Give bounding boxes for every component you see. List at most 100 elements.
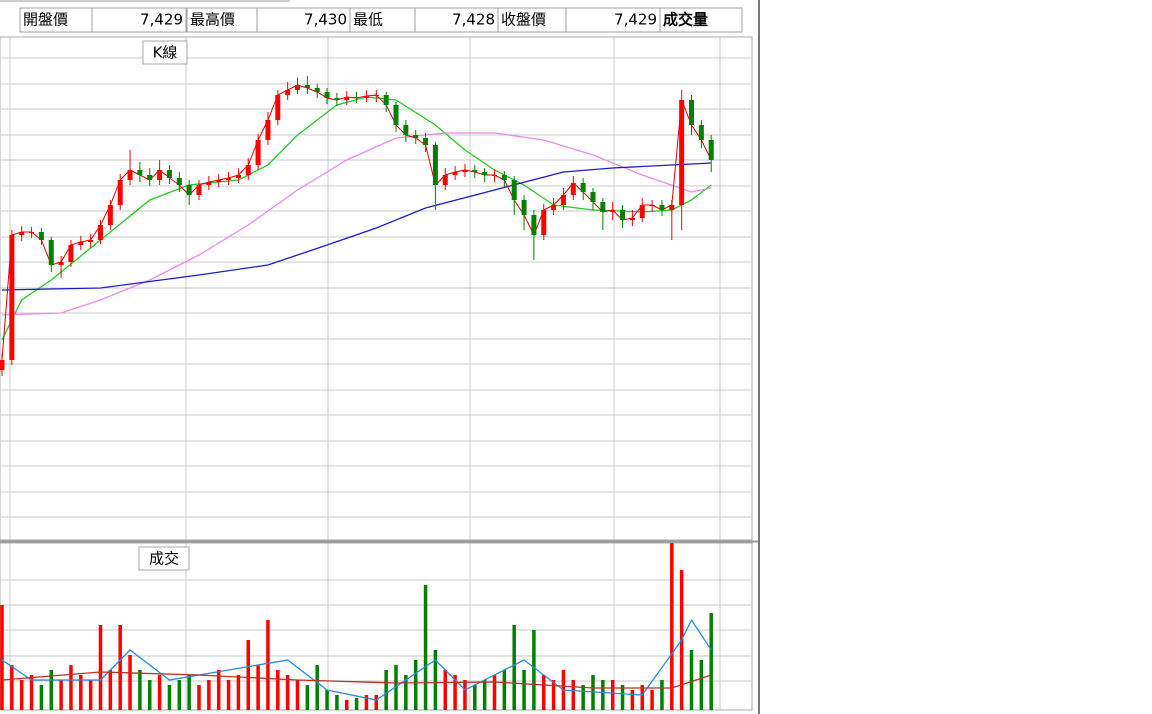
volume-bar <box>364 695 369 710</box>
volume-bar <box>197 685 201 710</box>
candle-body <box>176 178 182 185</box>
candle-body <box>669 205 675 210</box>
volume-bar <box>532 630 536 710</box>
candle-body <box>48 240 54 265</box>
candle-body <box>363 96 369 98</box>
volume-bar <box>335 695 339 710</box>
volume-bar <box>285 675 290 710</box>
volume-bar <box>542 675 546 710</box>
candle-body <box>541 210 547 235</box>
volume-bar <box>69 665 73 710</box>
panel-label-box <box>138 546 190 571</box>
candle-body <box>117 180 123 205</box>
volume-bar <box>79 675 83 710</box>
volume-bar <box>98 625 103 710</box>
volume-bar <box>581 685 585 710</box>
header-label: 收盤價 <box>501 11 546 29</box>
volume-bar <box>256 665 260 710</box>
candle-body <box>206 182 212 185</box>
candle-body <box>531 215 537 235</box>
volume-bar <box>315 665 319 710</box>
candle-body <box>186 185 192 195</box>
volume-bar <box>88 680 93 710</box>
volume-bar <box>354 698 359 710</box>
volume-bar <box>118 625 122 710</box>
candle-body <box>29 232 35 233</box>
volume-bar <box>492 675 497 710</box>
volume-bar <box>295 680 300 710</box>
volume-bar <box>157 675 162 710</box>
volume-bar <box>236 675 241 710</box>
volume-bar <box>0 605 4 710</box>
header-label-cell <box>659 7 743 33</box>
candle-body <box>423 138 429 145</box>
volume-bar <box>19 680 24 710</box>
header-label-cell <box>497 7 567 33</box>
candle-body <box>255 140 261 165</box>
candle-body <box>147 175 153 180</box>
header-label: 最低 <box>353 11 383 29</box>
volume-bar <box>384 670 388 710</box>
volume-bar <box>276 670 280 710</box>
candle-body <box>570 183 576 195</box>
candle-body <box>324 92 330 98</box>
panel-label-box <box>142 40 188 65</box>
candle-body <box>639 205 645 218</box>
volume-bar <box>660 680 664 710</box>
candle-body <box>521 200 527 215</box>
volume-bar <box>650 690 654 710</box>
volume-bar <box>512 625 516 710</box>
candle-body <box>432 145 438 185</box>
candle-body <box>462 170 468 172</box>
candle-body <box>610 210 616 212</box>
candle-body <box>166 170 172 178</box>
volume-bar <box>433 650 438 710</box>
candle-body <box>344 97 350 100</box>
candle-body <box>275 95 281 120</box>
volume-bar <box>423 585 428 710</box>
candle-body <box>78 242 84 245</box>
candle-body <box>304 85 310 88</box>
candle-body <box>68 245 74 262</box>
volume-bar <box>187 675 191 710</box>
volume-bar <box>601 680 605 710</box>
volume-bar <box>10 665 14 710</box>
candle-body <box>442 175 448 185</box>
candle-body <box>413 135 419 138</box>
volume-bar <box>246 640 250 710</box>
candle-body <box>679 100 685 205</box>
candle-body <box>590 192 596 202</box>
volume-bar <box>482 680 487 710</box>
candle-body <box>58 262 64 265</box>
header-value-cell <box>565 7 661 33</box>
candle-body <box>107 205 113 225</box>
candle-body <box>708 140 714 160</box>
candle-body <box>580 183 586 192</box>
header-row: 開盤價 7,429 最高價 7,430 最低 7,428 收盤價 7,429 成交量 <box>19 7 743 33</box>
candle-body <box>600 202 606 212</box>
volume-bar <box>699 660 704 710</box>
candle-body <box>373 95 379 96</box>
volume-bar <box>571 680 576 710</box>
candle-body <box>265 120 271 140</box>
candle-body <box>511 180 517 200</box>
candle-body <box>334 98 340 100</box>
volume-bar <box>463 680 467 710</box>
candle-body <box>127 170 133 180</box>
candle-body <box>314 88 320 92</box>
candle-body <box>98 225 103 240</box>
volume-bar <box>167 685 172 710</box>
volume-bar <box>522 670 526 710</box>
volume-bar <box>325 690 329 710</box>
volume-bar <box>226 680 231 710</box>
volume-bar <box>39 685 44 710</box>
volume-bar <box>413 660 418 710</box>
volume-bar <box>108 670 113 710</box>
volume-bar <box>148 680 152 710</box>
volume-bar <box>29 675 34 710</box>
panel-bg <box>0 0 760 714</box>
candle-body <box>659 205 665 210</box>
volume-bar <box>443 670 447 710</box>
